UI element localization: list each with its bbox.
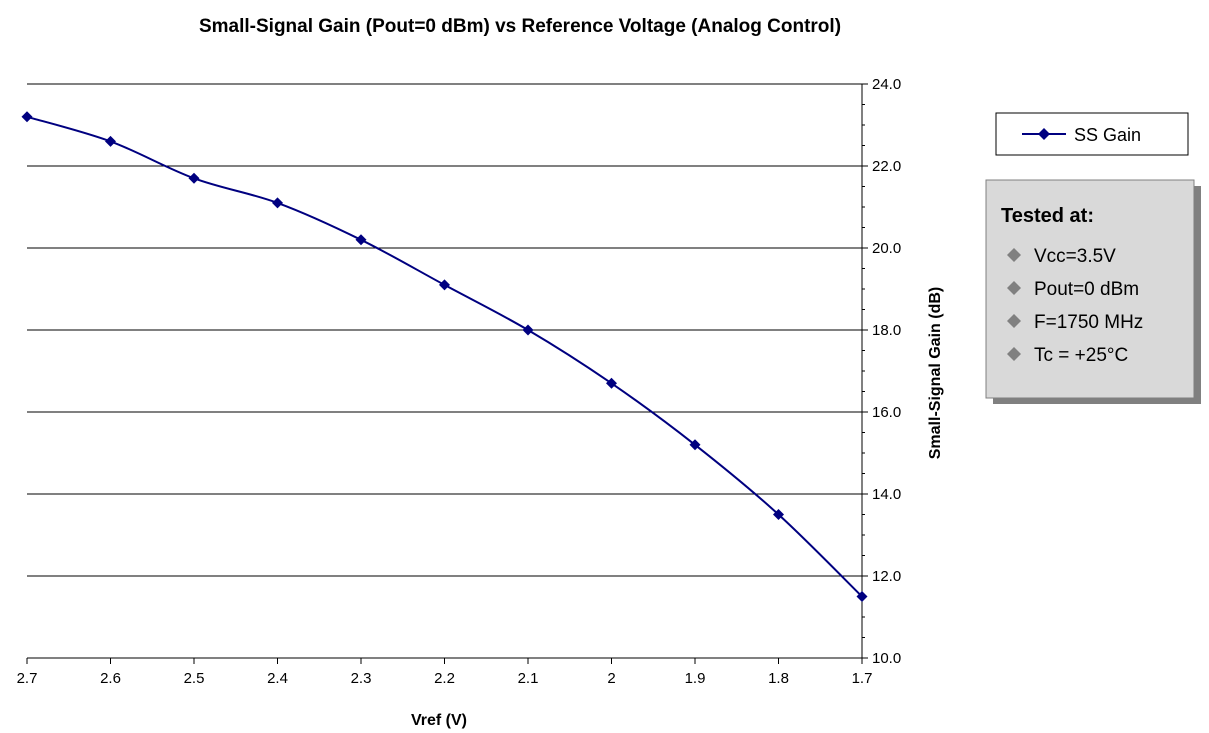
- y-axis-label: Small-Signal Gain (dB): [927, 287, 944, 459]
- test-condition-item: F=1750 MHz: [1034, 312, 1143, 333]
- diamond-bullet-icon: [1007, 314, 1021, 328]
- y-tick-label: 24.0: [872, 76, 901, 93]
- legend-marker-swatch: [1038, 128, 1050, 140]
- x-tick-label: 2.1: [518, 670, 539, 687]
- x-tick-label: 1.7: [852, 670, 873, 687]
- y-tick-label: 16.0: [872, 404, 901, 421]
- x-tick-label: 2.3: [351, 670, 372, 687]
- y-tick-label: 22.0: [872, 158, 901, 175]
- test-condition-item: Tc = +25°C: [1034, 345, 1128, 366]
- legend: SS Gain: [995, 112, 1189, 156]
- data-point: [689, 439, 701, 451]
- test-conditions-list: Vcc=3.5V Pout=0 dBm F=1750 MHz Tc = +25°C: [1007, 246, 1143, 366]
- chart-title: Small-Signal Gain (Pout=0 dBm) vs Refere…: [199, 16, 841, 37]
- x-tick-label: 2: [607, 670, 615, 687]
- x-tick-label: 2.2: [434, 670, 455, 687]
- x-tick-label: 1.9: [685, 670, 706, 687]
- y-tick-label: 18.0: [872, 322, 901, 339]
- y-tick-label: 14.0: [872, 486, 901, 503]
- x-axis-label: Vref (V): [411, 712, 467, 729]
- x-tick-label: 1.8: [768, 670, 789, 687]
- x-tick-label: 2.7: [17, 670, 38, 687]
- x-tick-label: 2.5: [184, 670, 205, 687]
- diamond-bullet-icon: [1007, 347, 1021, 361]
- x-tick-label: 2.6: [100, 670, 121, 687]
- data-point: [105, 135, 116, 147]
- test-conditions-title: Tested at:: [1001, 205, 1094, 227]
- data-point: [522, 324, 534, 336]
- data-point: [606, 377, 617, 389]
- y-tick-label: 20.0: [872, 240, 901, 257]
- y-tick-label: 12.0: [872, 568, 901, 585]
- y-tick-label: 10.0: [872, 650, 901, 667]
- axes: [27, 84, 863, 659]
- data-point: [272, 197, 283, 209]
- x-tick-label: 2.4: [267, 670, 288, 687]
- test-condition-item: Pout=0 dBm: [1034, 279, 1139, 300]
- data-point: [188, 172, 200, 184]
- data-point: [21, 111, 33, 123]
- data-point: [773, 509, 784, 520]
- test-conditions-panel: [985, 179, 1195, 399]
- x-ticks: 2.7 2.6 2.5 2.4 2.3 2.2 2.1 2 1.9 1.8 1.7: [17, 658, 873, 687]
- test-condition-item: Vcc=3.5V: [1034, 246, 1116, 267]
- legend-entry-ss-gain: SS Gain: [1074, 125, 1141, 145]
- diamond-bullet-icon: [1007, 248, 1021, 262]
- series-ss-gain: [21, 111, 868, 602]
- series-line: [26, 115, 863, 598]
- data-point: [439, 279, 450, 291]
- test-conditions-box: Tested at: Vcc=3.5V Pout=0 dBm F=1750 MHz T…: [985, 179, 1201, 404]
- data-point: [856, 591, 868, 602]
- gridlines: [27, 83, 862, 577]
- diamond-bullet-icon: [1007, 281, 1021, 295]
- data-point: [355, 234, 367, 246]
- y-ticks: 10.0 12.0 14.0 16.0 18.0 20.0 22.0 24.0: [862, 76, 901, 667]
